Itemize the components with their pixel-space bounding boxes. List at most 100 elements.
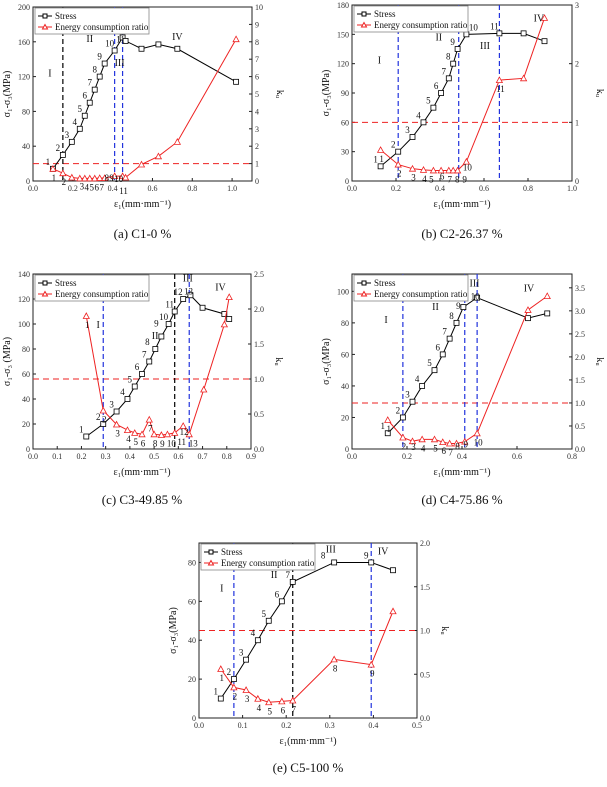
legend-box (353, 274, 469, 302)
legend-box (200, 543, 316, 571)
stress-point (438, 90, 445, 96)
y-axis-label: σ₁-σ₃(MPa) (321, 338, 332, 385)
y-tick-label: 100 (18, 320, 30, 329)
energy-point (157, 431, 166, 438)
point-label: 11 (177, 437, 186, 447)
energy-point (49, 164, 57, 172)
series-line-stress (387, 297, 548, 434)
energy-point (278, 697, 286, 705)
y2-axis-label: kᵤ (274, 90, 285, 99)
point-label: 10 (159, 312, 169, 322)
point-label: 11 (490, 21, 499, 31)
y2-tick-label: 0.5 (575, 422, 585, 431)
point-label: 5 (433, 443, 438, 453)
y2-tick-label: 2.5 (575, 330, 585, 339)
stress-point (450, 60, 457, 67)
energy-point (100, 174, 109, 181)
stress-point (377, 163, 384, 170)
energy-point (449, 166, 457, 174)
point-label: 5 (90, 182, 95, 192)
energy-point (408, 164, 417, 172)
stage-label: IV (215, 282, 226, 293)
stage-label: III (470, 279, 480, 290)
stage-label: IV (378, 547, 389, 558)
point-label: 8 (449, 311, 454, 321)
point-label: 6 (82, 91, 87, 101)
series-line-stress (220, 561, 394, 699)
y-tick-label: 20 (22, 420, 30, 429)
energy-point (254, 694, 262, 702)
y2-tick-label: 1.0 (575, 399, 585, 408)
y2-tick-label: 0.5 (420, 670, 430, 679)
stress-point (146, 358, 153, 365)
x-tick-label: 0.8 (567, 452, 577, 461)
energy-point (462, 157, 471, 165)
stress-point (399, 414, 406, 421)
energy-point (99, 406, 107, 414)
point-label: 8 (455, 174, 460, 184)
stress-point (171, 308, 178, 315)
y-tick-label: 120 (18, 295, 30, 304)
stress-point (124, 396, 131, 402)
legend-label: Stress (221, 547, 243, 557)
point-label: 8 (455, 441, 460, 451)
legend-marker-square (42, 13, 48, 19)
x-axis-label: ε₁(mm·mm⁻¹) (279, 736, 336, 747)
point-label: 4 (416, 110, 421, 120)
stress-point (395, 148, 402, 155)
stress-point (265, 617, 272, 624)
point-label: 7 (99, 182, 104, 192)
stress-point (96, 73, 103, 80)
stress-point (430, 104, 437, 111)
energy-point (131, 429, 139, 436)
x-tick-label: 0.1 (52, 452, 62, 461)
x-tick-label: 0.3 (325, 721, 335, 730)
y-tick-label: 80 (22, 345, 30, 354)
plot-frame (32, 273, 252, 450)
stress-point (431, 367, 438, 374)
stress-point (59, 151, 66, 158)
y-tick-label: 20 (341, 413, 349, 422)
energy-point (154, 152, 163, 160)
point-label: 2 (391, 140, 396, 150)
point-label: 7 (285, 570, 290, 580)
point-label: 5 (133, 437, 138, 447)
y2-tick-label: 0 (575, 177, 579, 186)
point-label: 10 (114, 174, 124, 184)
energy-point (430, 435, 439, 443)
x-tick-label: 1.0 (227, 184, 237, 193)
stress-point (419, 383, 426, 389)
x-tick-label: 0.0 (347, 184, 357, 193)
point-label: 8 (446, 52, 451, 62)
legend-marker-triangle (41, 23, 49, 30)
point-label: 3 (405, 390, 410, 400)
stress-point (453, 319, 460, 326)
point-label: 8 (153, 438, 158, 448)
stress-point (289, 578, 296, 585)
energy-point (137, 160, 146, 168)
stress-point (541, 38, 548, 45)
point-label: 4 (85, 182, 90, 192)
energy-point (429, 166, 438, 174)
point-label: 1 (379, 154, 384, 164)
stress-point (81, 112, 88, 119)
x-tick-label: 1.0 (567, 184, 577, 193)
y-axis-label: σ₁-σ₃ (MPa) (2, 337, 13, 386)
energy-point (389, 607, 397, 615)
stress-point (446, 335, 453, 342)
x-tick-label: 0.9 (246, 452, 256, 461)
legend-marker-triangle (207, 559, 215, 566)
y2-tick-label: 0 (255, 177, 259, 186)
legend-box (34, 274, 150, 302)
y2-tick-label: 2.0 (575, 353, 585, 362)
y2-tick-label: 0.0 (575, 445, 585, 454)
stress-point (199, 304, 206, 311)
x-tick-label: 0.6 (512, 452, 522, 461)
y-tick-label: 20 (188, 675, 196, 684)
x-tick-label: 0.4 (108, 184, 118, 193)
stress-point (384, 430, 391, 437)
energy-point (524, 306, 532, 313)
stage-label: IV (524, 283, 535, 294)
y2-tick-label: 2.0 (420, 539, 430, 548)
stress-point (331, 559, 338, 566)
